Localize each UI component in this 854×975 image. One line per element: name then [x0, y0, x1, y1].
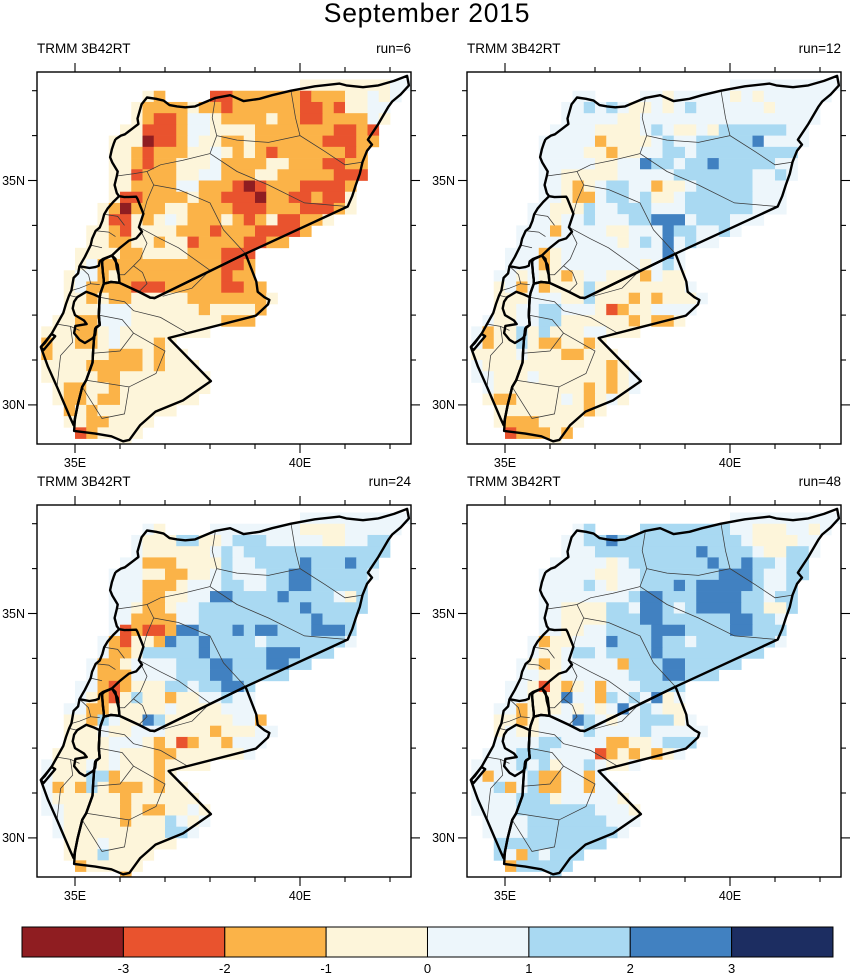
svg-text:run=24: run=24: [369, 474, 412, 489]
svg-text:TRMM 3B42RT: TRMM 3B42RT: [467, 41, 561, 56]
svg-text:35E: 35E: [494, 889, 516, 903]
svg-text:run=6: run=6: [376, 41, 411, 56]
svg-text:30N: 30N: [432, 831, 455, 845]
svg-text:40E: 40E: [719, 456, 741, 470]
svg-text:35N: 35N: [2, 174, 25, 188]
svg-text:run=12: run=12: [799, 41, 841, 56]
svg-text:35E: 35E: [64, 456, 86, 470]
svg-text:30N: 30N: [2, 398, 25, 412]
svg-text:run=48: run=48: [799, 474, 841, 489]
svg-text:35E: 35E: [494, 456, 516, 470]
svg-text:35E: 35E: [64, 889, 86, 903]
svg-text:0: 0: [424, 961, 431, 975]
svg-text:2: 2: [627, 961, 634, 975]
svg-text:TRMM 3B42RT: TRMM 3B42RT: [37, 41, 131, 56]
svg-text:-3: -3: [118, 961, 130, 975]
svg-text:35N: 35N: [432, 607, 455, 621]
svg-text:September 2015: September 2015: [324, 0, 530, 28]
svg-text:35N: 35N: [432, 174, 455, 188]
svg-text:TRMM 3B42RT: TRMM 3B42RT: [37, 474, 131, 489]
svg-text:40E: 40E: [719, 889, 741, 903]
svg-text:40E: 40E: [289, 456, 311, 470]
svg-text:40E: 40E: [289, 889, 311, 903]
svg-text:35N: 35N: [2, 607, 25, 621]
svg-text:-1: -1: [320, 961, 332, 975]
svg-text:30N: 30N: [2, 831, 25, 845]
svg-text:-2: -2: [219, 961, 231, 975]
svg-text:30N: 30N: [432, 398, 455, 412]
svg-text:1: 1: [525, 961, 532, 975]
svg-text:TRMM 3B42RT: TRMM 3B42RT: [467, 474, 561, 489]
svg-text:3: 3: [728, 961, 735, 975]
